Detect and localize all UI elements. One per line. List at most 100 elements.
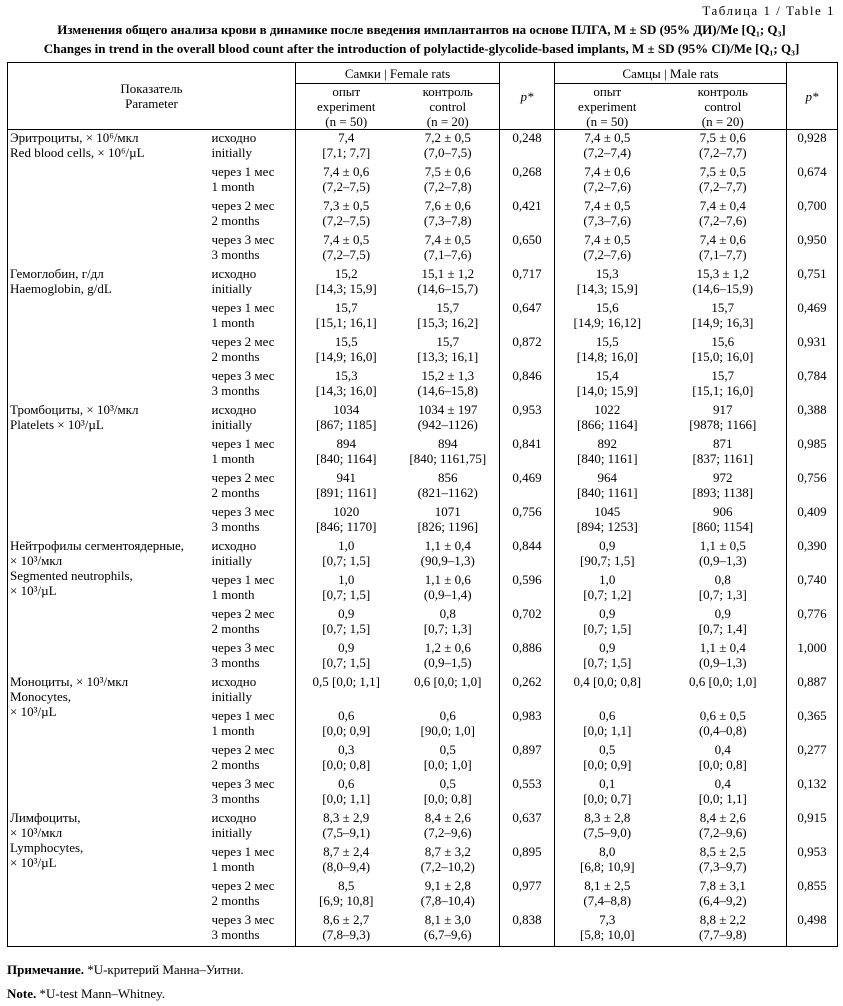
value-line: 906 bbox=[713, 504, 733, 519]
p-value: 0,983 bbox=[512, 708, 542, 723]
p-value: 0,751 bbox=[797, 266, 827, 281]
parameter-line: × 10³/мкл bbox=[10, 825, 63, 840]
value-line: (0,9–1,5) bbox=[423, 655, 472, 670]
value-cell: 7,5 ± 0,5 (7,2–7,7) bbox=[660, 164, 787, 198]
value-line: (0,9–1,4) bbox=[423, 587, 472, 602]
value-line: [14,3; 16,0] bbox=[315, 383, 377, 398]
value-line: 894 bbox=[336, 436, 357, 451]
value-line: [860; 1154] bbox=[692, 519, 754, 534]
value-cell: 1,1 ± 0,4 (0,9–1,3) bbox=[660, 640, 787, 674]
value-line: 1071 bbox=[434, 504, 461, 519]
value-line: [0,7; 1,4] bbox=[698, 621, 747, 636]
p-value: 0,553 bbox=[512, 776, 542, 791]
value-cell: 15,1 ± 1,2 (14,6–15,7) bbox=[397, 266, 500, 300]
time-cell: через 3 мес 3 months bbox=[209, 368, 296, 402]
p-value: 0,855 bbox=[797, 878, 827, 893]
time-line: через 1 мес bbox=[211, 436, 275, 451]
value-cell: 0,4 [0,0; 0,8] bbox=[660, 742, 787, 776]
data-row: через 1 мес 1 month 1,0 [0,7; 1,5] 1,1 ± 0,6… bbox=[8, 572, 839, 606]
value-line: 8,3 ± 2,8 bbox=[584, 810, 631, 825]
parameter-cell: Гемоглобин, г/дл Haemoglobin, g/dL bbox=[7, 266, 210, 402]
time-line: 1 month bbox=[211, 315, 255, 330]
value-line: [0,0; 0,9] bbox=[583, 757, 632, 772]
value-cell: 15,2 ± 1,3 (14,6–15,8) bbox=[397, 368, 500, 402]
p-value: 0,887 bbox=[797, 674, 827, 689]
value-cell: 856 (821–1162) bbox=[397, 470, 500, 504]
value-cell: 15,3 ± 1,2 (14,6–15,9) bbox=[660, 266, 787, 300]
value-cell: 1034 ± 197 (942–1126) bbox=[397, 402, 500, 436]
p-label: p* bbox=[520, 88, 534, 104]
value-line: (7,2–10,2) bbox=[420, 859, 475, 874]
parameter-cell: Нейтрофилы сегментоядерные, × 10³/мкл Segm… bbox=[7, 538, 210, 674]
value-line: [0,0; 0,8] bbox=[423, 791, 472, 806]
p-value: 0,872 bbox=[512, 334, 542, 349]
p-value: 0,784 bbox=[797, 368, 827, 383]
value-cell: 894 [840; 1164] bbox=[296, 436, 397, 470]
time-line: 3 months bbox=[211, 791, 260, 806]
parameter-line: × 10³/µL bbox=[10, 583, 57, 598]
value-cell: 1,0 [0,7; 1,5] bbox=[296, 572, 397, 606]
time-line: исходно bbox=[211, 130, 257, 145]
value-cell: 9,1 ± 2,8 (7,8–10,4) bbox=[397, 878, 500, 912]
value-line: 0,6 bbox=[338, 776, 355, 791]
p-value-cell: 0,498 bbox=[786, 912, 839, 947]
p-value: 0,950 bbox=[797, 232, 827, 247]
value-line: (7,0–7,5) bbox=[423, 145, 472, 160]
value-line: 7,6 ± 0,6 bbox=[424, 198, 471, 213]
value-line: [0,0; 1,1] bbox=[698, 791, 747, 806]
value-line: 15,3 bbox=[595, 266, 619, 281]
value-line: [13,3; 16,1] bbox=[417, 349, 479, 364]
time-cell: через 2 мес 2 months bbox=[209, 334, 296, 368]
data-row: через 3 мес 3 months 8,6 ± 2,7 (7,8–9,3) 8,1… bbox=[7, 912, 839, 947]
value-line: [14,9; 16,0] bbox=[315, 349, 377, 364]
value-line: 894 bbox=[438, 436, 458, 451]
value-cell: 941 [891; 1161] bbox=[296, 470, 397, 504]
value-line: (7,2–7,5) bbox=[322, 247, 371, 262]
header-line: опыт bbox=[332, 84, 361, 99]
time-cell: через 3 мес 3 months bbox=[209, 912, 296, 947]
value-cell: 8,3 ± 2,9 (7,5–9,1) bbox=[296, 810, 397, 844]
value-line: (0,9–1,3) bbox=[698, 553, 747, 568]
parameter-cell: Лимфоциты, × 10³/мкл Lymphocytes, × 10³/µL bbox=[7, 810, 210, 947]
time-cell: исходно initially bbox=[209, 674, 296, 708]
time-cell: через 2 мес 2 months bbox=[209, 198, 296, 232]
time-line: initially bbox=[211, 281, 252, 296]
value-line: 8,5 bbox=[338, 878, 355, 893]
value-cell: 7,4 ± 0,4 (7,2–7,6) bbox=[660, 198, 787, 232]
value-line: 1020 bbox=[333, 504, 360, 519]
control-header: контроль control (n = 20) bbox=[660, 84, 787, 130]
time-line: initially bbox=[211, 145, 252, 160]
note-label: Примечание. bbox=[7, 962, 84, 977]
p-value: 0,844 bbox=[512, 538, 542, 553]
value-line: 15,7 bbox=[711, 300, 735, 315]
time-cell: исходно initially bbox=[209, 129, 296, 164]
value-line: 0,5 [0,0; 1,1] bbox=[312, 674, 381, 689]
value-line: 15,5 bbox=[595, 334, 619, 349]
p-header: p* bbox=[499, 62, 556, 130]
value-cell: 964 [840; 1161] bbox=[555, 470, 660, 504]
time-cell: через 2 мес 2 months bbox=[209, 470, 296, 504]
time-line: через 1 мес bbox=[211, 708, 275, 723]
value-cell: 0,6 ± 0,5 (0,4–0,8) bbox=[660, 708, 787, 742]
value-cell: 15,7 [15,1; 16,1] bbox=[296, 300, 397, 334]
time-line: 1 month bbox=[211, 859, 255, 874]
time-line: 1 month bbox=[211, 451, 255, 466]
value-cell: 15,7 [13,3; 16,1] bbox=[397, 334, 500, 368]
value-cell: 7,4 ± 0,5 (7,2–7,6) bbox=[555, 232, 660, 266]
value-line: 941 bbox=[336, 470, 357, 485]
value-line: 972 bbox=[713, 470, 733, 485]
value-cell: 15,5 [14,9; 16,0] bbox=[296, 334, 397, 368]
p-value-cell: 0,756 bbox=[499, 504, 556, 538]
value-cell: 0,6 [0,0; 0,9] bbox=[296, 708, 397, 742]
header-line: Показатель bbox=[120, 81, 183, 96]
p-value-cell: 0,388 bbox=[786, 402, 839, 436]
value-line: 871 bbox=[713, 436, 733, 451]
p-value-cell: 0,950 bbox=[786, 232, 839, 266]
value-line: 7,4 ± 0,5 bbox=[584, 198, 631, 213]
value-cell: 0,6 [0,0; 1,1] bbox=[296, 776, 397, 810]
control-header: контроль control (n = 20) bbox=[397, 84, 500, 130]
value-line: [14,3; 15,9] bbox=[576, 281, 638, 296]
value-cell: 15,6 [15,0; 16,0] bbox=[660, 334, 787, 368]
value-cell: 871 [837; 1161] bbox=[660, 436, 787, 470]
note: Note. *U-test Mann–Whitney. bbox=[7, 982, 244, 1006]
